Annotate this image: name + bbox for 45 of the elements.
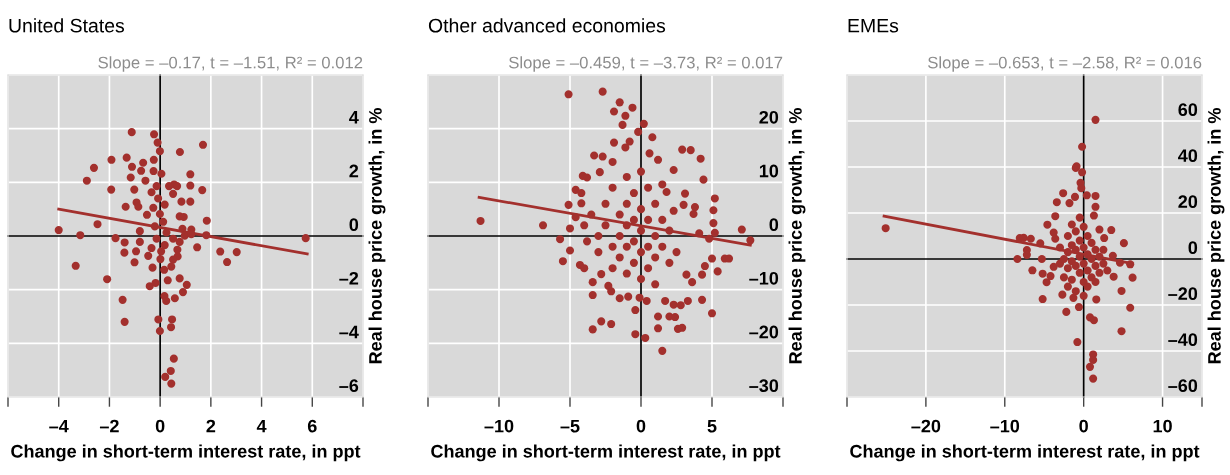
y-tick-label: 0 [1188, 241, 1198, 255]
x-tick-label: –10 [484, 419, 514, 433]
y-axis-title: Real house price growth, in % [788, 108, 806, 364]
chart-subtitle: Slope = –0.17, t = –1.51, R² = 0.012 [98, 56, 363, 72]
chart-title: EMEs [848, 18, 899, 33]
chart-subtitle: Slope = –0.459, t = –3.73, R² = 0.017 [509, 56, 783, 72]
x-tick-label: 10 [1153, 419, 1172, 433]
x-axis-title: Change in short-term interest rate, in ppt [431, 444, 781, 462]
x-tick-label: –2 [99, 419, 119, 433]
x-tick-label: 4 [256, 419, 267, 433]
x-tick-label: 5 [707, 419, 717, 433]
x-tick-label: 0 [636, 419, 646, 433]
x-tick-label: –10 [990, 419, 1020, 433]
x-tick-label: –5 [560, 419, 580, 433]
x-tick-label: –20 [911, 419, 941, 433]
y-tick-label: –20 [1168, 287, 1198, 301]
y-tick-label: –20 [749, 325, 779, 339]
y-tick-label: 10 [759, 164, 779, 178]
y-tick-label: –10 [749, 271, 779, 285]
x-tick-label: 2 [206, 419, 216, 433]
x-tick-label: –4 [49, 419, 69, 433]
y-tick-label: –4 [339, 325, 359, 339]
y-tick-label: –2 [339, 271, 359, 285]
y-axis-title: Real house price growth, in % [1207, 108, 1225, 364]
y-tick-label: –6 [339, 379, 359, 393]
y-axis-title: Real house price growth, in % [368, 108, 386, 364]
y-tick-label: –40 [1168, 333, 1198, 347]
y-tick-label: 20 [759, 110, 779, 124]
chart-subtitle: Slope = –0.653, t = –2.58, R² = 0.016 [928, 56, 1202, 72]
x-tick-label: 0 [1079, 419, 1088, 433]
x-tick-label: 0 [155, 419, 165, 433]
y-tick-label: –60 [1168, 379, 1198, 393]
y-tick-label: 20 [1178, 195, 1198, 209]
y-tick-label: 2 [349, 164, 359, 178]
chart-title: Other advanced economies [428, 18, 666, 33]
chart-title: United States [9, 18, 125, 33]
y-tick-label: –30 [749, 379, 779, 393]
x-axis-title: Change in short-term interest rate, in ppt [11, 444, 361, 462]
y-tick-label: 4 [349, 111, 359, 124]
x-tick-label: 6 [307, 419, 317, 433]
y-tick-label: 40 [1178, 149, 1198, 163]
y-tick-label: 60 [1178, 103, 1198, 117]
x-axis-title: Change in short-term interest rate, in ppt [850, 444, 1200, 462]
y-tick-label: 0 [769, 218, 779, 232]
y-tick-label: 0 [349, 218, 359, 232]
